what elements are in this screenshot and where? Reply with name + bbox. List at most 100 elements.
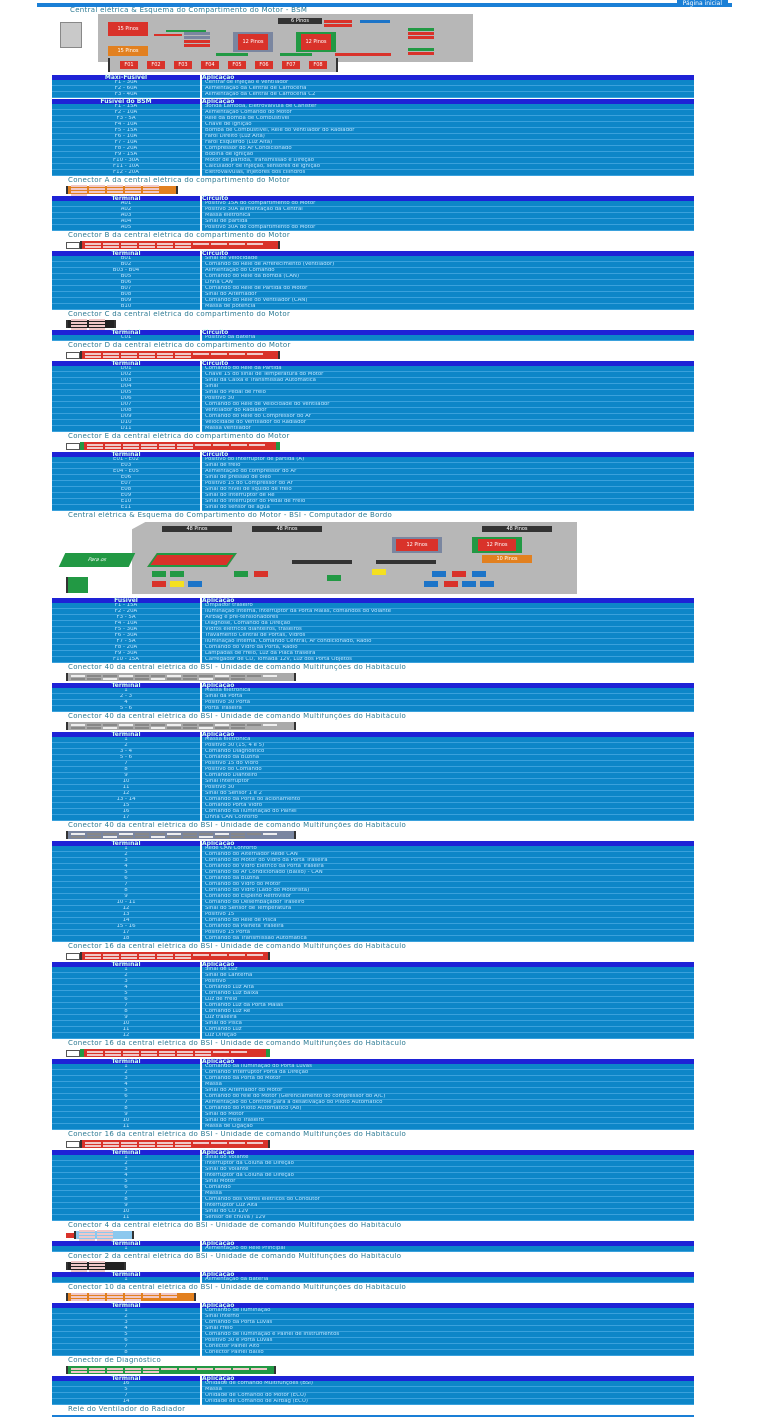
- cell-application: Conector Painel Baixo: [201, 1349, 694, 1356]
- section-title: Conector D da central elétrica do compar…: [68, 342, 291, 349]
- column-header-application: Circuito: [201, 330, 694, 336]
- cell-application: Comando do Vidro Elétrico da Porta Trase…: [201, 863, 694, 870]
- cell-application: Luz de Freio: [201, 996, 694, 1003]
- table-row: F9 - 15A Bobina de ignição: [52, 151, 694, 158]
- table-row: D07 Comando do Relé de Velocidade do Vent…: [52, 401, 694, 408]
- home-link[interactable]: Página inicial: [676, 0, 728, 7]
- connector-body: [80, 351, 280, 359]
- cell-terminal: F2 - 10A: [52, 109, 202, 116]
- table-row: 2 - 3 Sinal da Porta: [52, 693, 694, 700]
- cell-terminal: A01: [52, 201, 202, 207]
- section-title: Conector de Diagnóstico: [68, 1357, 162, 1364]
- cell-terminal: 7: [52, 881, 202, 888]
- pinout-table: Terminal Aplicação 1 Rede CAN Conforto 2 Coma…: [52, 841, 694, 942]
- connector-key-icon: [66, 1232, 74, 1238]
- cell-terminal: 4: [52, 699, 202, 706]
- cell-terminal: E08: [52, 486, 202, 493]
- cell-terminal: 7: [52, 760, 202, 767]
- connector-body: [80, 952, 270, 960]
- table-row: 4 Comando Luz Alta: [52, 984, 694, 991]
- cell-application: Sinal do Alternador: [201, 291, 694, 298]
- fuse-slot: [152, 571, 166, 577]
- table-row: 5 Comando do Ar Condicionado (Baixo) - CA…: [52, 869, 694, 876]
- table-row: B08 Sinal do Alternador: [52, 291, 694, 298]
- cell-application: Comando da Palheta Traseira: [201, 923, 694, 930]
- section-title: Conector 40 da central elétrica do BSI -…: [68, 822, 407, 829]
- connector-12-pins: 12 Pinos: [478, 539, 516, 551]
- cell-application: Sinal de pressão de óleo: [201, 474, 694, 481]
- column-header-terminal: Terminal: [52, 251, 202, 257]
- table-row: 2 Sinal de Lanterna: [52, 972, 694, 979]
- cell-terminal: 1: [52, 737, 202, 743]
- connector-15-pins: 15 Pinos: [108, 46, 148, 56]
- cell-terminal: F1 - 15A: [52, 603, 202, 609]
- cell-terminal: F8 - 20A: [52, 145, 202, 152]
- cell-application: Comando do Relé do Ventilador (CAN): [201, 297, 694, 304]
- cell-application: Alimentação do Relé Principal: [201, 1246, 694, 1252]
- cell-terminal: A03: [52, 212, 202, 219]
- table-row: 12 Sinal do Sensor 1 e 2: [52, 790, 694, 797]
- cell-application: Eletroválvulas, Injetores dos cilindros: [201, 169, 694, 176]
- table-row: 3 - 4 Comando Diagnóstico: [52, 748, 694, 755]
- pinout-table: Terminal Circuito B01 Sinal de velocidade B0…: [52, 251, 694, 310]
- fuse-slot: [452, 571, 466, 577]
- table-row: 15 - 16 Comando da Palheta Traseira: [52, 923, 694, 930]
- cell-terminal: B06: [52, 279, 202, 286]
- fuse-slot: [234, 571, 248, 577]
- connector-pinout: [66, 442, 694, 450]
- table-row: F7 - 5A Iluminação Interna, Comando Centr…: [52, 638, 694, 645]
- cell-terminal: 13 - 14: [52, 796, 202, 803]
- component-block: [184, 32, 210, 35]
- cell-application: Positivo 30: [201, 395, 694, 402]
- table-row: E09 Sinal do Interruptor de Ré: [52, 492, 694, 499]
- component-block: [324, 24, 352, 27]
- cell-application: Calculador de injeção, sensores de igniç…: [201, 163, 694, 170]
- column-header-application: Aplicação: [201, 683, 694, 689]
- table-row: F8 - 20A Comando do Vidro da Porta, Rádio: [52, 644, 694, 651]
- cell-application: Compressor do Ar Condicionado: [201, 145, 694, 152]
- section-title: Conector 2 da central elétrica do BSI - …: [68, 1253, 402, 1260]
- cell-application: Comando Diagnóstico: [201, 748, 694, 755]
- table-row: E01 - E02 Positivo do Interruptor de part…: [52, 457, 694, 463]
- table-row: F9 - 30A Lâmpadas de Freio, Luz da Placa …: [52, 650, 694, 657]
- section-title: Central elétrica & Esquema do Compartime…: [70, 7, 308, 14]
- column-header-application: Circuito: [201, 361, 694, 367]
- table-row: C01 Positivo da Bateria: [52, 335, 694, 341]
- cell-terminal: F5 - 15A: [52, 127, 202, 134]
- engine-fusebox-diagram: 15 Pinos 15 Pinos 6 Pinos 12 Pinos 12 Pinos F…: [60, 14, 473, 72]
- section-title: Conector 4 da central elétrica do BSI - …: [68, 1222, 402, 1229]
- cell-application: Sinal da Caixa e Transmissão Automática: [201, 377, 694, 384]
- table-row: B10 Massa de potência: [52, 303, 694, 310]
- table-row: F5 - 30A Vidros elétricos dianteiros, tra…: [52, 626, 694, 633]
- cell-application: Sinal do nível de líquido de freio: [201, 486, 694, 493]
- cell-application: Limpador traseiro: [201, 603, 694, 609]
- fuse-slot: [170, 571, 184, 577]
- cell-application: Comando da Iluminação do Painel: [201, 808, 694, 815]
- cell-application: Chave 15 do sinal de Temperatura do Moto…: [201, 371, 694, 378]
- connector-10-pins: 10 Pinos: [482, 555, 532, 563]
- cell-application: Sinal Interruptor: [201, 778, 694, 785]
- cell-application: Comando Luz Baixa: [201, 990, 694, 997]
- cell-terminal: 10 - 11: [52, 899, 202, 906]
- connector-key-icon: [66, 952, 80, 960]
- cell-terminal: D09: [52, 413, 202, 420]
- table-row: 7 Comando do Vidro do Motor: [52, 881, 694, 888]
- cell-application: Ventilador do Radiador: [201, 407, 694, 414]
- document-body: Central elétrica & Esquema do Compartime…: [52, 7, 694, 1417]
- component-block: [408, 32, 434, 35]
- connector-pinout: [66, 1049, 694, 1057]
- component-block: [184, 40, 210, 43]
- cell-terminal: B01: [52, 256, 202, 262]
- cell-terminal: E04 - E05: [52, 468, 202, 475]
- cell-application: Comando do Desembaçador Traseiro: [201, 899, 694, 906]
- cell-application: Farol Esquerdo (Luz Alta): [201, 139, 694, 146]
- connector-key-icon: [66, 351, 80, 359]
- cell-application: Relé da Bomba de Combustível: [201, 115, 694, 122]
- table-row: D01 Comando do Relé da Partida: [52, 366, 694, 372]
- table-row: F10 - 15A Carregador de CD, Tomada 12V, L…: [52, 656, 694, 663]
- column-header-terminal: Terminal: [52, 196, 202, 202]
- table-row: D05 Sinal do Pedal de Freio: [52, 389, 694, 396]
- relay-module: [66, 577, 88, 593]
- cell-application: Farol Direito (Luz Alta): [201, 133, 694, 140]
- connector-key-icon: [66, 241, 80, 249]
